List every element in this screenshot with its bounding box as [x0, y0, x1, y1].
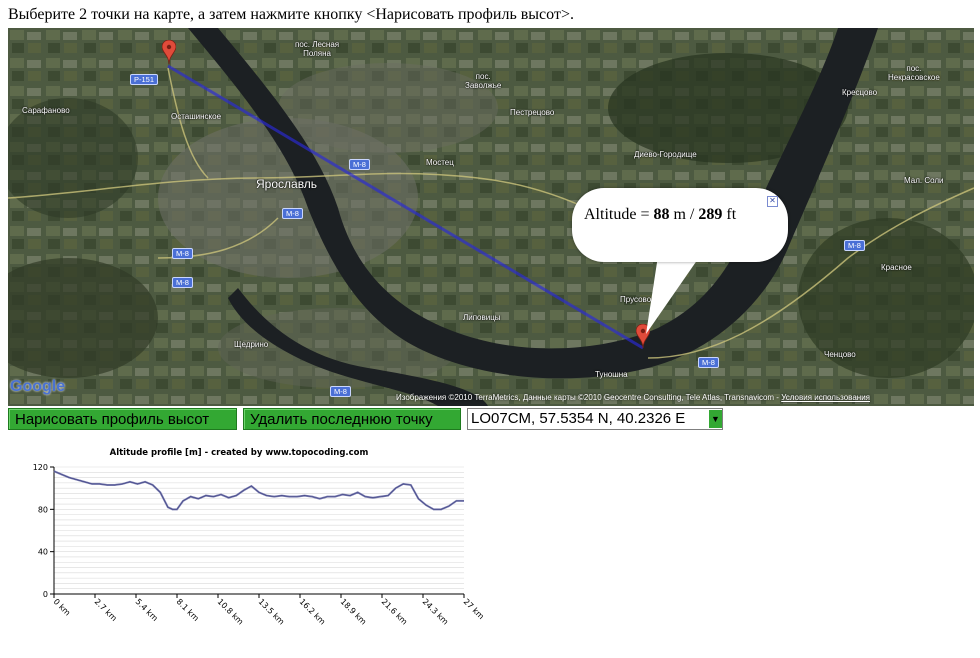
altitude-feet: 289 [698, 206, 723, 223]
instruction-text: Выберите 2 точки на карте, а затем нажми… [8, 6, 574, 23]
y-tick-label: 120 [33, 463, 48, 472]
x-tick-label: 27 km [462, 597, 486, 621]
x-tick-label: 13.5 km [257, 597, 287, 627]
dropdown-arrow-icon[interactable]: ▼ [709, 410, 722, 428]
delete-last-point-button[interactable]: Удалить последнюю точку [243, 408, 461, 430]
chart-title: Altitude profile [m] - created by www.to… [110, 448, 369, 458]
satellite-map[interactable]: пос. Лесная Поляна пос. Заволжье Сарафаново О… [8, 28, 974, 406]
road-shield: М-8 [698, 357, 719, 368]
place-label: пос. Лесная Поляна [295, 40, 340, 58]
place-label: Пестрецово [510, 108, 555, 117]
x-tick-label: 10.8 km [216, 597, 246, 627]
x-tick-label: 18.9 km [339, 597, 369, 627]
road-shield: М-8 [282, 208, 303, 219]
y-tick-label: 80 [38, 505, 48, 514]
road-shield: М-8 [349, 159, 370, 170]
place-label: Мал. Соли [904, 176, 944, 185]
x-tick-label: 16.2 km [298, 597, 328, 627]
place-label: Диево-Городище [634, 150, 697, 159]
location-select-value: LO07CM, 57.5354 N, 40.2326 E [471, 410, 686, 427]
map-copyright: Изображения ©2010 TerraMetrics, Данные к… [395, 393, 870, 402]
info-bubble-tail [646, 256, 700, 334]
road-shield: М-8 [172, 248, 193, 259]
google-logo: Google [10, 378, 66, 395]
place-label: Ярославль [256, 177, 318, 191]
x-tick-label: 21.6 km [380, 597, 410, 627]
place-label: Ченцово [824, 350, 856, 359]
map-imagery [8, 28, 974, 406]
place-label: Туношна [595, 370, 628, 379]
place-label: Щедрино [234, 340, 269, 349]
y-tick-label: 0 [43, 590, 48, 599]
draw-profile-button[interactable]: Нарисовать профиль высот [8, 408, 237, 430]
place-label: пос. Некрасовское [888, 64, 940, 82]
place-label: Сарафаново [22, 106, 70, 115]
x-tick-label: 8.1 km [175, 597, 201, 623]
terms-link[interactable]: Условия использования [781, 393, 870, 402]
map-marker-start-icon[interactable] [162, 40, 176, 64]
altitude-info-window: Altitude = 88 m / 289 ft ✕ [572, 188, 788, 262]
place-label: Красное [881, 263, 912, 272]
altitude-readout: Altitude = 88 m / 289 ft [584, 206, 737, 223]
altitude-series-line [53, 470, 464, 511]
altitude-series-outline [53, 470, 464, 510]
road-shield: М-8 [844, 240, 865, 251]
location-select[interactable]: LO07CM, 57.5354 N, 40.2326 E ▼ [467, 408, 723, 430]
place-label: Осташинское [171, 112, 222, 121]
altitude-meters: 88 [653, 206, 670, 223]
x-tick-label: 2.7 km [93, 597, 119, 623]
place-label: Прусово [620, 295, 652, 304]
route-line [167, 64, 644, 350]
place-label: Кресцово [842, 88, 878, 97]
y-tick-label: 40 [38, 548, 48, 557]
place-label: Мостец [426, 158, 454, 167]
road-shield: М-8 [330, 386, 351, 397]
x-tick-label: 0 km [52, 597, 73, 618]
place-label: Липовицы [463, 313, 501, 322]
place-label: пос. Заволжье [465, 72, 502, 90]
x-tick-label: 24.3 km [421, 597, 451, 627]
altitude-profile-chart: Altitude profile [m] - created by www.to… [33, 448, 486, 627]
road-shield: Р-151 [130, 74, 159, 85]
close-icon[interactable]: ✕ [767, 196, 778, 207]
road-shield: М-8 [172, 277, 193, 288]
x-tick-label: 5.4 km [134, 597, 160, 623]
